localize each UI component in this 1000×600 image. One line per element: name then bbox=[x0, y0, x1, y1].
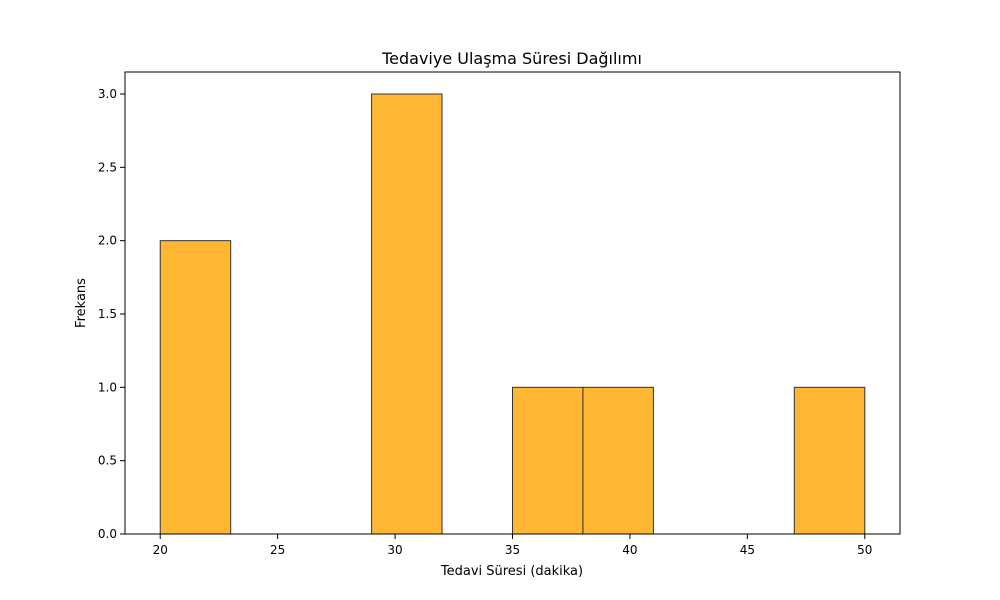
histogram-bar-0 bbox=[159, 240, 232, 535]
x-tick-label: 25 bbox=[270, 543, 285, 557]
x-tick-label: 40 bbox=[622, 543, 637, 557]
chart-title: Tedaviye Ulaşma Süresi Dağılımı bbox=[381, 49, 642, 68]
y-axis-ticks: 0.0 0.5 1.0 1.5 2.0 2.5 3.0 bbox=[98, 87, 125, 541]
histogram-bar-9 bbox=[793, 386, 866, 535]
x-tick-label: 20 bbox=[153, 543, 168, 557]
y-tick-label: 2.5 bbox=[98, 160, 117, 174]
x-axis-label: Tedavi Süresi (dakika) bbox=[440, 564, 583, 579]
y-tick-label: 2.0 bbox=[98, 234, 117, 248]
x-tick-label: 30 bbox=[387, 543, 402, 557]
y-tick-label: 1.5 bbox=[98, 307, 117, 321]
y-tick-label: 0.5 bbox=[98, 454, 117, 468]
bars-group bbox=[159, 93, 866, 535]
histogram-bar-3 bbox=[371, 93, 443, 535]
histogram-bar-5 bbox=[512, 386, 584, 535]
histogram-bar-6 bbox=[582, 386, 654, 535]
y-axis-label: Frekans bbox=[74, 278, 89, 328]
y-tick-label: 1.0 bbox=[98, 380, 117, 394]
x-tick-label: 35 bbox=[505, 543, 520, 557]
y-tick-label: 3.0 bbox=[98, 87, 117, 101]
y-tick-label: 0.0 bbox=[98, 527, 117, 541]
x-tick-label: 45 bbox=[740, 543, 755, 557]
x-tick-label: 50 bbox=[857, 543, 872, 557]
x-axis-ticks: 20 25 30 35 40 45 50 bbox=[153, 534, 872, 557]
